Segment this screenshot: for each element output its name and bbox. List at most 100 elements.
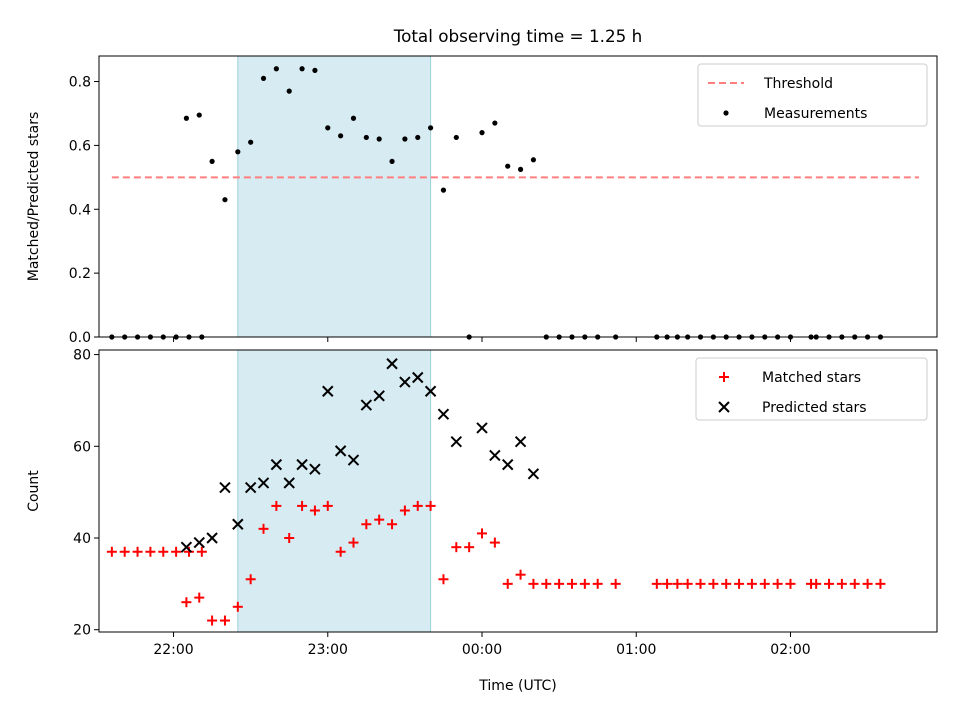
y-axis-ticks: 0.0 0.2 0.4 0.6 0.8 [69, 75, 99, 346]
legend: Matched stars Predicted stars [695, 357, 928, 421]
matched-star-marker [207, 615, 218, 626]
predicted-star-marker [270, 458, 283, 471]
matched-star-marker [554, 578, 565, 589]
axes-frame [98, 349, 938, 633]
matched-star-marker [862, 578, 873, 589]
predicted-star-marker [232, 518, 244, 530]
matched-star-marker [194, 592, 205, 603]
measurement-point [183, 115, 189, 121]
matched-star-marker [849, 578, 860, 589]
matched-star-marker [541, 578, 552, 589]
measurement-point [389, 158, 395, 164]
matched-star-marker [721, 578, 732, 589]
predicted-star-marker [322, 385, 334, 397]
predicted-star-marker [309, 463, 321, 475]
legend-box [697, 63, 928, 127]
matched-star-marker [477, 528, 488, 539]
measurement-point [222, 197, 228, 203]
matched-star-marker [106, 546, 117, 557]
predicted-star-marker [206, 532, 218, 544]
measurement-point [363, 134, 369, 141]
measurement-point [235, 149, 241, 155]
matched-star-marker [181, 597, 192, 608]
matched-star-marker [610, 578, 621, 589]
matched-star-marker [348, 537, 359, 548]
measurement-point [338, 133, 344, 139]
matched-star-marker [399, 505, 410, 516]
matched-star-marker [662, 578, 673, 589]
predicted-star-marker [514, 436, 527, 448]
measurement-point [428, 125, 434, 131]
y-tick-label: 0.2 [69, 266, 91, 282]
matched-star-marker [651, 578, 662, 589]
y-tick-label: 60 [73, 439, 91, 455]
count-panel: 20 40 60 80 22:00 23:00 00:00 01:00 02:00 Count… [26, 348, 938, 694]
predicted-star-marker [334, 445, 347, 457]
measurement-point [517, 166, 524, 172]
matched-star-marker [566, 578, 577, 589]
measurement-point [453, 134, 459, 141]
measurement-point [312, 67, 318, 73]
matched-star-marker [579, 578, 590, 589]
y-tick-label: 0.4 [69, 202, 91, 218]
matched-star-marker [875, 578, 886, 589]
legend: Threshold Measurements [697, 63, 928, 127]
measurement-point [415, 134, 421, 141]
x-tick-label: 01:00 [616, 642, 656, 658]
y-tick-label: 0.8 [69, 75, 91, 91]
matched-star-marker [438, 574, 449, 585]
legend-swatch [719, 372, 729, 382]
predicted-star-marker [386, 358, 398, 370]
measurement-point [260, 75, 267, 81]
legend-swatch [723, 110, 729, 116]
highlight-span [237, 349, 432, 633]
x-tick-label: 23:00 [308, 642, 348, 658]
predicted-star-marker [450, 436, 463, 448]
matched-star-marker [145, 546, 156, 557]
predicted-star-marker [489, 449, 501, 462]
measurement-point [273, 66, 279, 72]
matched-star-marker [219, 615, 230, 626]
matched-star-marker [464, 542, 475, 553]
matched-star-marker [759, 578, 770, 589]
predicted-star-marker [347, 454, 360, 466]
predicted-star-marker [244, 481, 257, 494]
y-axis-ticks: 20 40 60 80 [73, 348, 99, 639]
matched-star-marker [309, 505, 320, 516]
matched-star-marker [502, 578, 513, 589]
measurement-point [248, 139, 254, 145]
predicted-star-marker [193, 536, 205, 549]
matched-star-marker [297, 500, 308, 511]
matched-star-marker [258, 523, 269, 534]
matched-star-marker [245, 574, 256, 585]
matched-star-marker [425, 500, 436, 511]
highlight-span [237, 55, 432, 338]
predicted-star-marker [180, 541, 193, 553]
matched-star-marker [672, 578, 683, 589]
axes-frame [98, 55, 938, 338]
plot-marks [106, 358, 886, 626]
y-tick-label: 0.0 [69, 330, 91, 346]
x-tick-label: 02:00 [770, 642, 810, 658]
matched-star-marker [592, 578, 603, 589]
ratio-panel: 0.00.20.40.60.8 Matched/Predicted stars … [26, 55, 938, 346]
y-axis-label: Matched/Predicted stars [26, 112, 42, 282]
predicted-star-marker [283, 477, 295, 489]
matched-star-marker [132, 546, 143, 557]
matched-star-marker [528, 578, 539, 589]
legend-label: Predicted stars [762, 400, 867, 416]
x-tick-label: 00:00 [462, 642, 502, 658]
matched-star-marker [734, 578, 745, 589]
matched-star-marker [322, 500, 333, 511]
x-tick-label: 22:00 [153, 642, 193, 658]
x-axis-label: Time (UTC) [478, 678, 556, 694]
predicted-star-marker [424, 385, 437, 397]
matched-star-marker [119, 546, 130, 557]
matched-star-marker [412, 500, 423, 511]
legend-label: Matched stars [762, 370, 861, 386]
predicted-star-marker [476, 422, 488, 434]
predicted-star-marker [412, 371, 424, 384]
y-tick-label: 80 [73, 348, 91, 364]
matched-star-marker [746, 578, 757, 589]
